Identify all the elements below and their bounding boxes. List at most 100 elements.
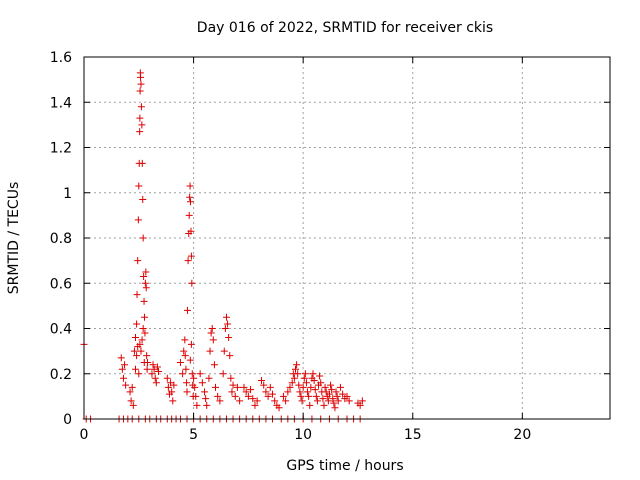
data-point bbox=[286, 383, 294, 391]
data-point bbox=[300, 374, 308, 382]
data-point bbox=[130, 347, 138, 355]
data-point bbox=[275, 404, 283, 412]
plot-frame bbox=[83, 56, 611, 420]
data-point bbox=[296, 388, 304, 396]
data-point bbox=[133, 291, 141, 299]
data-point bbox=[284, 388, 292, 396]
data-point bbox=[176, 358, 184, 366]
data-point bbox=[140, 272, 148, 280]
data-point bbox=[332, 388, 340, 396]
data-point bbox=[121, 361, 129, 369]
data-point bbox=[228, 388, 236, 396]
data-point bbox=[345, 397, 353, 405]
y-tick-label: 0.6 bbox=[50, 276, 72, 292]
x-tick-label: 5 bbox=[189, 427, 198, 443]
data-point bbox=[181, 336, 189, 344]
data-point bbox=[304, 388, 312, 396]
data-point bbox=[135, 370, 143, 378]
data-point bbox=[188, 370, 196, 378]
data-point bbox=[134, 216, 142, 224]
data-point bbox=[301, 370, 309, 378]
data-point bbox=[132, 334, 140, 342]
data-point bbox=[127, 397, 135, 405]
data-point bbox=[210, 361, 218, 369]
data-point bbox=[240, 383, 248, 391]
data-point bbox=[185, 211, 193, 219]
data-point bbox=[128, 383, 136, 391]
x-axis-label: GPS time / hours bbox=[286, 458, 403, 474]
data-point bbox=[186, 356, 194, 364]
data-point bbox=[141, 279, 149, 287]
data-point bbox=[126, 388, 134, 396]
data-point bbox=[224, 320, 232, 328]
data-point bbox=[149, 361, 157, 369]
y-tick-label: 1.4 bbox=[50, 95, 72, 111]
data-point bbox=[321, 383, 329, 391]
data-point bbox=[163, 374, 171, 382]
data-point bbox=[325, 390, 333, 398]
data-point bbox=[151, 374, 159, 382]
data-point bbox=[187, 340, 195, 348]
y-tick-label: 1.2 bbox=[50, 141, 72, 157]
data-point bbox=[266, 383, 274, 391]
data-point bbox=[137, 73, 145, 81]
data-point bbox=[137, 103, 145, 111]
data-point bbox=[319, 395, 327, 403]
y-tick-label: 0.4 bbox=[50, 322, 72, 338]
data-point bbox=[117, 354, 125, 362]
data-point bbox=[271, 397, 279, 405]
data-point bbox=[183, 306, 191, 314]
chart-title: Day 016 of 2022, SRMTID for receiver cki… bbox=[197, 20, 493, 36]
data-point bbox=[329, 395, 337, 403]
data-point bbox=[142, 284, 150, 292]
data-point bbox=[198, 379, 206, 387]
y-axis-label: SRMTID / TECUs bbox=[6, 182, 22, 295]
data-point bbox=[193, 401, 201, 409]
data-point bbox=[129, 401, 137, 409]
data-point bbox=[249, 395, 257, 403]
grid-lines bbox=[84, 57, 610, 419]
data-point bbox=[330, 399, 338, 407]
data-point bbox=[140, 297, 148, 305]
data-point bbox=[202, 395, 210, 403]
data-point bbox=[229, 381, 237, 389]
data-point bbox=[220, 347, 228, 355]
data-point bbox=[183, 388, 191, 396]
data-point bbox=[290, 374, 298, 382]
data-point bbox=[136, 128, 144, 136]
data-point bbox=[216, 397, 224, 405]
data-point bbox=[299, 383, 307, 391]
data-point bbox=[297, 392, 305, 400]
data-point bbox=[206, 347, 214, 355]
data-point bbox=[328, 386, 336, 394]
data-point bbox=[179, 370, 187, 378]
x-tick-label: 0 bbox=[80, 427, 89, 443]
data-point bbox=[183, 379, 191, 387]
data-point bbox=[214, 392, 222, 400]
data-point bbox=[138, 121, 146, 129]
data-point bbox=[140, 313, 148, 321]
data-point bbox=[132, 365, 140, 373]
data-point bbox=[184, 257, 192, 265]
data-point bbox=[133, 320, 141, 328]
data-point bbox=[180, 347, 188, 355]
data-point bbox=[358, 397, 366, 405]
data-point bbox=[291, 365, 299, 373]
data-points bbox=[80, 69, 366, 423]
data-point bbox=[141, 329, 149, 337]
data-point bbox=[186, 182, 194, 190]
data-point bbox=[212, 383, 219, 391]
data-point bbox=[264, 392, 272, 400]
data-point bbox=[187, 227, 195, 235]
x-tick-label: 20 bbox=[513, 427, 531, 443]
data-point bbox=[356, 401, 364, 409]
data-point bbox=[282, 397, 290, 405]
data-point bbox=[262, 388, 270, 396]
data-point bbox=[188, 279, 196, 287]
data-point bbox=[148, 370, 156, 378]
data-point bbox=[253, 397, 261, 405]
data-point bbox=[138, 336, 146, 344]
data-point bbox=[302, 379, 310, 387]
x-tick-label: 10 bbox=[294, 427, 312, 443]
data-point bbox=[196, 370, 204, 378]
